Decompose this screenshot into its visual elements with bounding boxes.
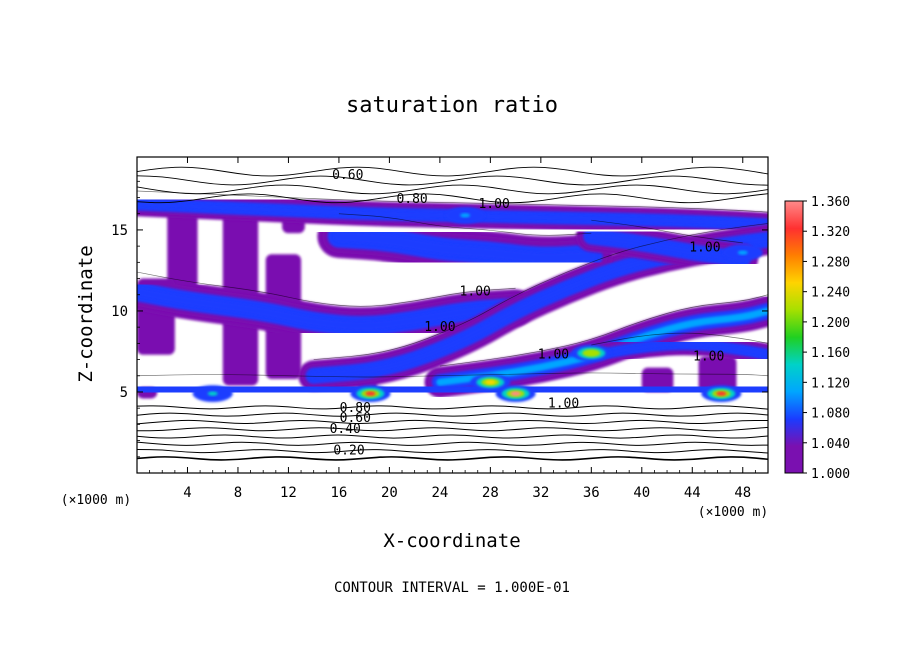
contour-lines bbox=[137, 166, 768, 461]
chart-title: saturation ratio bbox=[346, 93, 558, 118]
colorbar-label-6: 1.120 bbox=[811, 376, 850, 391]
x-tick-label-16: 16 bbox=[330, 485, 347, 501]
colorbar-label-9: 1.000 bbox=[811, 467, 850, 482]
colorbar-segment-4 bbox=[785, 309, 803, 338]
contour-upper-0.7 bbox=[137, 175, 768, 186]
y-tick-label-15: 15 bbox=[111, 223, 128, 239]
x-tick-label-20: 20 bbox=[381, 485, 398, 501]
contour-labels: 0.600.80 1.001.001.001.001.00 1.001.000.80… bbox=[330, 168, 725, 458]
x-tick-label-36: 36 bbox=[583, 485, 600, 501]
colorbar-label-3: 1.240 bbox=[811, 286, 850, 301]
colorbar-segment-0 bbox=[785, 201, 803, 229]
contour-lower-0.6 bbox=[137, 426, 768, 432]
colorbar-frame bbox=[784, 200, 804, 474]
contour-upper-0.8 bbox=[137, 184, 768, 195]
band-top-layer-3 bbox=[137, 201, 768, 228]
contour-label-4: 1.00 bbox=[460, 285, 491, 300]
band-diag-contour bbox=[313, 223, 768, 360]
hot-spot-5-3 bbox=[485, 380, 496, 385]
colorbar: 1.360 1.320 1.280 1.240 1.200 1.160 1.120 1.080… bbox=[784, 195, 850, 482]
hot-spot-1-3 bbox=[510, 391, 521, 396]
band-right-mid-contour bbox=[591, 332, 768, 346]
colorbar-segment-3 bbox=[785, 282, 803, 311]
hot-spot-0-3 bbox=[365, 391, 376, 396]
y-tick-label-10: 10 bbox=[111, 304, 128, 320]
y-tick-label-5: 5 bbox=[120, 385, 128, 401]
hot-spot-7-3 bbox=[737, 250, 748, 255]
contour-label-0: 0.60 bbox=[332, 168, 363, 183]
hot-spot-2-3 bbox=[586, 350, 597, 356]
contour-label-7: 1.00 bbox=[693, 349, 724, 364]
contour-label-3: 1.00 bbox=[689, 241, 720, 256]
hot-spot-3-3 bbox=[207, 391, 218, 396]
contour-label-10: 0.60 bbox=[340, 411, 371, 426]
contour-upper-0.6 bbox=[137, 166, 768, 177]
saturation-field bbox=[137, 191, 768, 406]
colorbar-segment-2 bbox=[785, 255, 803, 284]
colorbar-label-7: 1.080 bbox=[811, 407, 850, 422]
y-axis-ticks: 5 10 15 bbox=[111, 180, 768, 458]
contour-lower-0.2 bbox=[137, 456, 768, 461]
contour-label-9: 0.80 bbox=[340, 401, 371, 416]
colorbar-label-5: 1.160 bbox=[811, 346, 850, 361]
contour-lower-0.3 bbox=[137, 448, 768, 454]
band-upper-mid-contour bbox=[338, 213, 592, 236]
contour-lower-0.4 bbox=[137, 441, 768, 446]
x-tick-label-24: 24 bbox=[431, 485, 448, 501]
colorbar-segment-7 bbox=[785, 391, 803, 420]
colorbar-segment-6 bbox=[785, 364, 803, 392]
contour-label-1: 0.80 bbox=[396, 192, 427, 207]
contour-label-5: 1.00 bbox=[424, 320, 455, 335]
band-diag-low-contour bbox=[439, 294, 768, 367]
x-axis-label: X-coordinate bbox=[383, 530, 520, 552]
band-upper-right-contour bbox=[591, 219, 743, 244]
contour-interval-note: CONTOUR INTERVAL = 1.000E-01 bbox=[334, 580, 570, 596]
hot-spot-4-3 bbox=[716, 391, 727, 396]
colorbar-segment-5 bbox=[785, 337, 803, 365]
contour-lower-0.8 bbox=[137, 412, 768, 417]
x-tick-label-12: 12 bbox=[280, 485, 297, 501]
contour-lower-0.9 bbox=[137, 405, 768, 410]
x-tick-label-28: 28 bbox=[482, 485, 499, 501]
contour-lower-0.5 bbox=[137, 434, 768, 439]
colorbar-label-8: 1.040 bbox=[811, 437, 850, 452]
contour-label-6: 1.00 bbox=[538, 348, 569, 363]
x-tick-label-8: 8 bbox=[234, 485, 242, 501]
band-mid-left-layer-3 bbox=[137, 287, 520, 331]
contour-lower-0.7 bbox=[137, 419, 768, 425]
x-axis-ticks: 4 8 12 16 20 24 28 32 36 40 44 48 bbox=[149, 157, 756, 501]
colorbar-label-0: 1.360 bbox=[811, 195, 850, 210]
colorbar-label-1: 1.320 bbox=[811, 225, 850, 240]
colorbar-segment-1 bbox=[785, 228, 803, 256]
band-upper-mid-layer-3 bbox=[333, 231, 597, 264]
x-tick-label-32: 32 bbox=[532, 485, 549, 501]
x-tick-label-4: 4 bbox=[183, 485, 191, 501]
colorbar-label-2: 1.280 bbox=[811, 255, 850, 270]
band-upper-right-layer-3 bbox=[587, 232, 747, 263]
colorbar-segment-8 bbox=[785, 418, 803, 447]
colorbar-segment-9 bbox=[785, 445, 803, 474]
band-mid-left-contour bbox=[137, 271, 516, 307]
band-top-contour bbox=[137, 190, 768, 213]
y-axis-label: Z-coordinate bbox=[75, 245, 97, 382]
contour-label-8: 1.00 bbox=[548, 396, 579, 411]
hot-spot-6-3 bbox=[460, 213, 471, 218]
contour-label-11: 0.40 bbox=[330, 422, 361, 437]
contour-label-2: 1.00 bbox=[478, 197, 509, 212]
x-tick-label-40: 40 bbox=[633, 485, 650, 501]
x-tick-label-48: 48 bbox=[734, 485, 751, 501]
colorbar-label-4: 1.200 bbox=[811, 316, 850, 331]
contour-label-12: 0.20 bbox=[333, 443, 364, 458]
x-unit-left: (×1000 m) bbox=[61, 493, 131, 508]
x-unit-right: (×1000 m) bbox=[698, 505, 768, 520]
x-tick-label-44: 44 bbox=[684, 485, 701, 501]
band-base-contour bbox=[137, 372, 768, 378]
